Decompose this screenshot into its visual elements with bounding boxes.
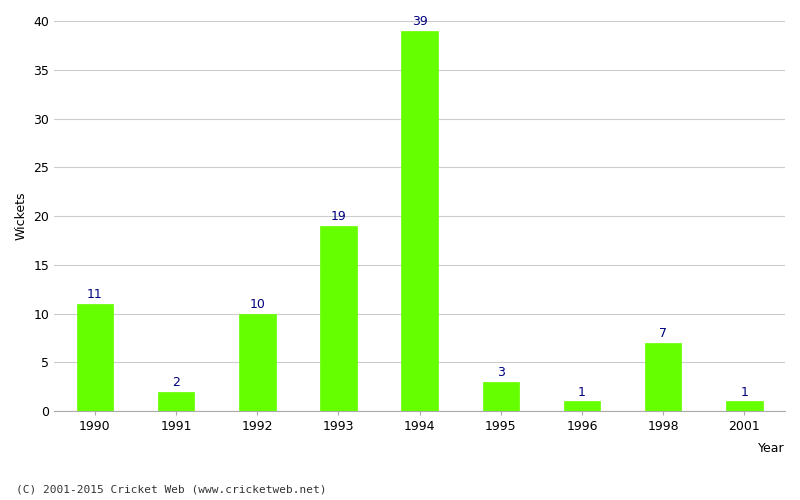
Bar [482,382,519,411]
Text: Year: Year [758,442,785,456]
Text: 1: 1 [578,386,586,398]
Text: (C) 2001-2015 Cricket Web (www.cricketweb.net): (C) 2001-2015 Cricket Web (www.cricketwe… [16,485,326,495]
Text: 19: 19 [330,210,346,223]
Text: 7: 7 [659,327,667,340]
Bar [320,226,357,411]
Text: 1: 1 [741,386,748,398]
Y-axis label: Wickets: Wickets [15,192,28,240]
Bar [726,402,762,411]
Text: 11: 11 [87,288,102,301]
Text: 3: 3 [497,366,505,379]
Bar [564,402,600,411]
Text: 10: 10 [250,298,266,311]
Bar [402,31,438,411]
Text: 2: 2 [172,376,180,389]
Bar [645,343,682,411]
Bar [77,304,113,411]
Bar [239,314,275,411]
Text: 39: 39 [412,15,427,28]
Bar [158,392,194,411]
